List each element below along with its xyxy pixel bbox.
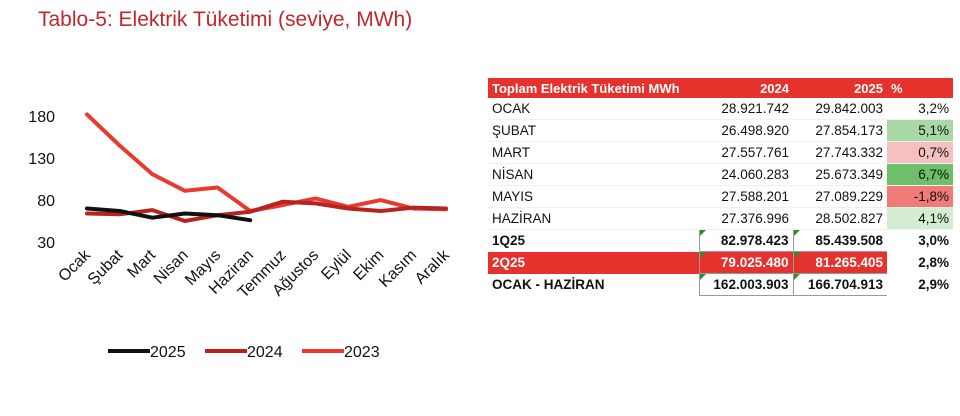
- x-tick-label: Aralık: [412, 246, 454, 288]
- change-pct: 6,7%: [887, 163, 953, 186]
- y-tick-label: 180: [28, 109, 55, 126]
- value-2025: 27.854.173: [793, 119, 887, 142]
- x-tick-label: Eylül: [318, 247, 355, 284]
- value-2025: 81.265.405: [792, 251, 887, 274]
- header-2025: 2025: [793, 78, 887, 98]
- series-line-2023: [85, 112, 448, 213]
- header-2024: 2024: [699, 78, 793, 98]
- x-tick-label: Şubat: [85, 246, 127, 288]
- table-row: MART 27.557.761 27.743.332 0,7%: [488, 141, 953, 164]
- change-pct: -1,8%: [887, 185, 953, 208]
- value-2024: 27.376.996: [699, 207, 793, 230]
- row-label: NİSAN: [488, 163, 699, 186]
- value-2025: 25.673.349: [793, 163, 887, 186]
- row-label: ŞUBAT: [488, 119, 699, 142]
- value-2025: 27.089.229: [793, 185, 887, 208]
- value-2024: 27.588.201: [699, 185, 793, 208]
- legend: 2025 2024 2023: [108, 344, 380, 361]
- series-lines: [85, 112, 448, 223]
- change-pct: 4,1%: [887, 207, 953, 230]
- row-label: MART: [488, 141, 699, 164]
- value-2025: 85.439.508: [792, 229, 887, 252]
- header-label: Toplam Elektrik Tüketimi MWh: [488, 78, 699, 98]
- change-pct: 5,1%: [887, 119, 953, 142]
- table-row: ŞUBAT 26.498.920 27.854.173 5,1%: [488, 119, 953, 142]
- row-label: 1Q25: [492, 233, 526, 249]
- value-2025: 166.704.913: [792, 273, 887, 296]
- change-pct: 2,8%: [918, 255, 949, 270]
- legend-label-2023: 2023: [344, 344, 380, 361]
- table-row: HAZİRAN 27.376.996 28.502.827 4,1%: [488, 207, 953, 230]
- table-row: NİSAN 24.060.283 25.673.349 6,7%: [488, 163, 953, 186]
- value-2025: 27.743.332: [793, 141, 887, 164]
- value-2024: 162.003.903: [698, 273, 793, 296]
- table-header-row: Toplam Elektrik Tüketimi MWh 2024 2025 %: [488, 78, 953, 98]
- value-2024: 28.921.742: [699, 98, 793, 120]
- consumption-table: Toplam Elektrik Tüketimi MWh 2024 2025 %…: [488, 78, 953, 296]
- x-axis: OcakŞubatMartNisanMayısHaziranTemmuzAğus…: [55, 246, 453, 301]
- y-axis: 30 80 130 180: [28, 109, 55, 252]
- y-tick-label: 30: [37, 235, 55, 252]
- value-2024: 24.060.283: [699, 163, 793, 186]
- row-label: OCAK - HAZİRAN: [492, 277, 605, 292]
- table-row: OCAK 28.921.742 29.842.003 3,2%: [488, 98, 953, 120]
- change-pct: 2,9%: [918, 277, 949, 292]
- row-label: 2Q25: [488, 251, 699, 274]
- y-tick-label: 130: [28, 151, 55, 168]
- value-2025: 29.842.003: [793, 98, 887, 120]
- y-tick-label: 80: [37, 193, 55, 210]
- value-2024: 79.025.480: [698, 251, 793, 274]
- row-label: OCAK: [488, 98, 699, 120]
- line-chart: 30 80 130 180 OcakŞubatMartNisanMayısHazira…: [28, 109, 453, 361]
- table-body: OCAK 28.921.742 29.842.003 3,2% ŞUBAT 26.498.…: [488, 98, 953, 296]
- row-label: HAZİRAN: [488, 207, 699, 230]
- x-tick-label: Kasım: [376, 247, 420, 291]
- summary-row: 1Q25 82.978.423 85.439.508 3,0%: [488, 229, 953, 252]
- series-line-2025: [85, 206, 253, 223]
- summary-row: OCAK - HAZİRAN 162.003.903 166.704.913 2,9%: [488, 273, 953, 296]
- series-line-2024: [85, 199, 448, 223]
- change-pct: 3,0%: [918, 233, 949, 249]
- row-label: MAYIS: [488, 185, 699, 208]
- value-2024: 26.498.920: [699, 119, 793, 142]
- summary-row: 2Q25 79.025.480 81.265.405 2,8%: [488, 251, 953, 274]
- legend-label-2024: 2024: [247, 344, 283, 361]
- legend-label-2025: 2025: [150, 344, 186, 361]
- chart-title: Tablo-5: Elektrik Tüketimi (seviye, MWh): [38, 8, 413, 31]
- value-2025: 28.502.827: [793, 207, 887, 230]
- change-pct: 0,7%: [887, 141, 953, 164]
- value-2024: 27.557.761: [699, 141, 793, 164]
- table-row: MAYIS 27.588.201 27.089.229 -1,8%: [488, 185, 953, 208]
- value-2024: 82.978.423: [698, 229, 793, 252]
- change-pct: 3,2%: [887, 98, 953, 120]
- header-pct: %: [887, 78, 953, 98]
